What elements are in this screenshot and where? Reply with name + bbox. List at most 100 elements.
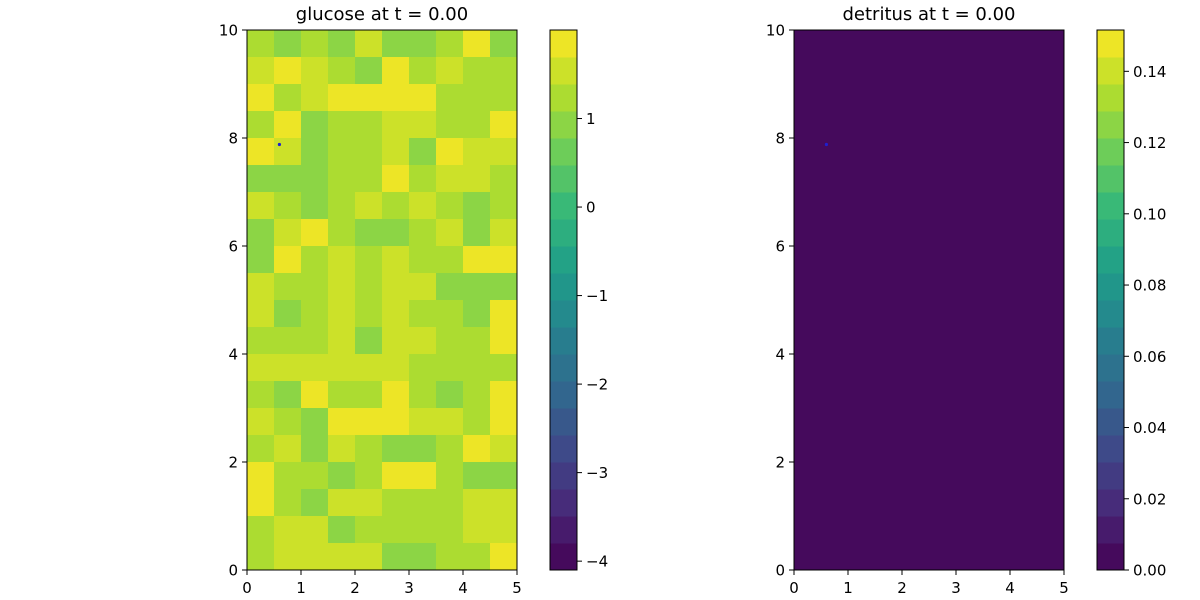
glucose-colorbar-frame [549,29,578,571]
glucose-cell [409,246,437,274]
glucose-cell [355,84,383,112]
glucose-cell [274,516,302,544]
detritus-colorbar-band [1097,192,1124,220]
glucose-cell [463,84,491,112]
glucose-xtick-label: 3 [404,579,414,597]
glucose-cell [409,111,437,139]
glucose-colorbar-band [550,273,577,301]
glucose-cell [409,462,437,490]
detritus-colorbar-band [1097,219,1124,247]
glucose-cell [490,408,518,436]
glucose-cell [409,300,437,328]
glucose-cell [355,192,383,220]
glucose-colorbar-band [550,219,577,247]
glucose-colorbar-band [550,165,577,193]
glucose-cell [382,84,410,112]
glucose-cell [247,381,275,409]
glucose-cell [247,543,275,571]
detritus-colorbar-band [1097,300,1124,328]
glucose-cell [274,327,302,355]
glucose-cell [247,489,275,517]
detritus-colorbar-tick-label: 0.10 [1133,205,1166,223]
glucose-cell [382,111,410,139]
glucose-xtick-label: 2 [350,579,360,597]
glucose-colorbar: 1 0 −1 −2 −3 −4 [549,29,608,571]
glucose-cell [409,219,437,247]
glucose-cell [274,57,302,85]
glucose-cell [382,354,410,382]
glucose-cell [409,30,437,58]
glucose-colorbar-band [550,543,577,571]
glucose-cell [247,435,275,463]
glucose-cell [463,381,491,409]
detritus-marker-point [824,142,829,147]
glucose-cell [436,435,464,463]
glucose-cell [247,84,275,112]
glucose-cell [355,273,383,301]
glucose-cell [409,489,437,517]
detritus-xtick-label: 2 [897,579,907,597]
detritus-colorbar-band [1097,543,1124,571]
detritus-colorbar-tick-label: 0.02 [1133,490,1166,508]
detritus-ytick-label: 10 [766,22,785,40]
glucose-cell [490,219,518,247]
detritus-xtick-label: 0 [789,579,799,597]
glucose-cell [355,219,383,247]
glucose-cell [247,30,275,58]
glucose-ytick-label: 4 [228,346,238,364]
glucose-cell [301,489,329,517]
glucose-cell [274,273,302,301]
glucose-cell [328,489,356,517]
glucose-cell [436,462,464,490]
glucose-cell [328,111,356,139]
glucose-cell [301,57,329,85]
glucose-cell [328,192,356,220]
glucose-cell [328,219,356,247]
glucose-cell [301,408,329,436]
glucose-cell [490,246,518,274]
glucose-xtick-label: 0 [242,579,252,597]
glucose-cell [463,300,491,328]
glucose-cell [247,219,275,247]
glucose-ytick-label: 6 [228,238,238,256]
glucose-cell [301,111,329,139]
detritus-xtick-label: 4 [1005,579,1015,597]
glucose-cell [409,165,437,193]
detritus-colorbar-band [1097,408,1124,436]
detritus-colorbar-band [1097,57,1124,85]
detritus-colorbar-band [1097,111,1124,139]
glucose-cell [436,165,464,193]
detritus-xtick-label: 3 [951,579,961,597]
glucose-cell [490,327,518,355]
detritus-colorbar-band [1097,354,1124,382]
glucose-colorbar-band [550,408,577,436]
glucose-cell [274,381,302,409]
glucose-cell [382,57,410,85]
glucose-cell [409,84,437,112]
glucose-cell [355,381,383,409]
glucose-cell [382,381,410,409]
glucose-cell [274,30,302,58]
glucose-axes: 0 1 2 3 4 5 0 2 4 6 8 10 [219,22,522,598]
glucose-cell [274,219,302,247]
detritus-cell [794,30,1064,570]
glucose-colorbar-band [550,111,577,139]
glucose-cell [436,408,464,436]
glucose-title: glucose at t = 0.00 [296,4,468,25]
detritus-axes-frame [793,29,1065,571]
glucose-colorbar-band [550,381,577,409]
glucose-cell [490,354,518,382]
glucose-colorbar-band [550,516,577,544]
glucose-cell [247,462,275,490]
detritus-axes: 0 1 2 3 4 5 0 2 4 6 8 10 [766,22,1069,598]
glucose-cell [247,327,275,355]
glucose-cell [382,327,410,355]
detritus-colorbar-tick-label: 0.06 [1133,348,1166,366]
glucose-cell [274,84,302,112]
glucose-cell [355,327,383,355]
detritus-ytick-label: 0 [775,562,785,580]
glucose-cell [274,354,302,382]
glucose-colorbar-band [550,30,577,58]
